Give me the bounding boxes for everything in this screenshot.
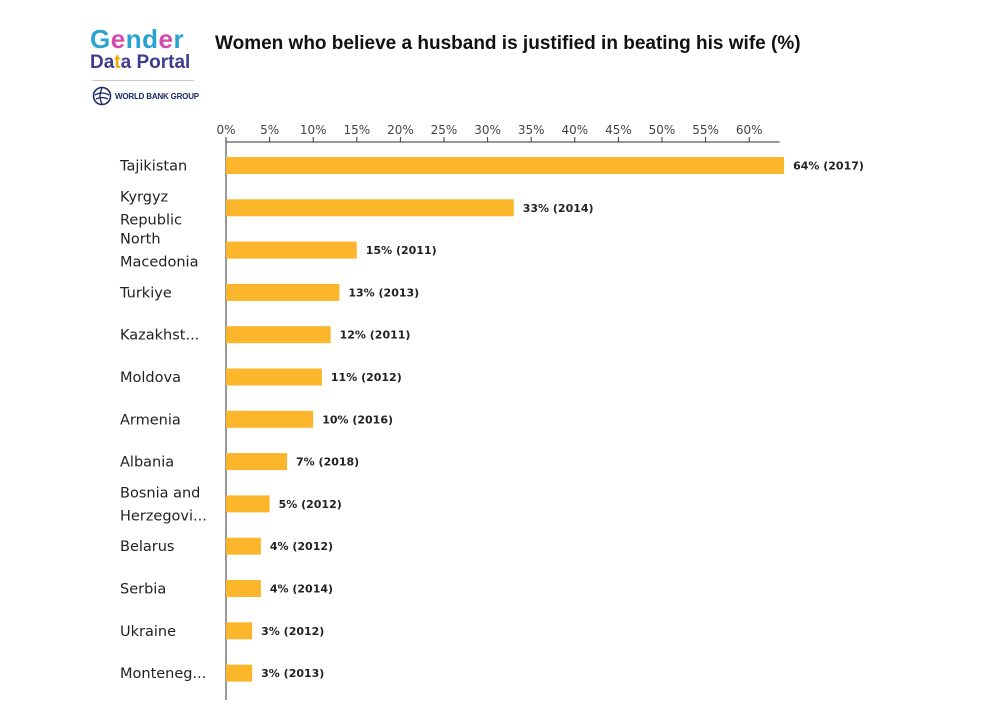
category-label: Monteneg... bbox=[120, 666, 206, 682]
bar bbox=[226, 199, 514, 217]
bar bbox=[226, 410, 314, 428]
data-label: 10% (2016) bbox=[322, 413, 393, 426]
world-bank-group-logo[interactable]: WORLD BANK GROUP bbox=[92, 86, 199, 106]
category-label: Macedonia bbox=[120, 255, 198, 271]
category-label: Serbia bbox=[120, 582, 166, 598]
chart-title: Women who believe a husband is justified… bbox=[215, 33, 801, 54]
data-label: 15% (2011) bbox=[366, 244, 437, 257]
x-tick-label: 0% bbox=[216, 123, 235, 137]
category-label: Tajikistan bbox=[119, 159, 187, 175]
x-tick-label: 10% bbox=[300, 123, 327, 137]
category-label: Turkiye bbox=[119, 285, 172, 301]
bar bbox=[226, 495, 270, 513]
x-tick-label: 25% bbox=[431, 123, 458, 137]
x-tick-label: 15% bbox=[343, 123, 370, 137]
bar bbox=[226, 283, 340, 301]
globe-icon bbox=[92, 86, 112, 106]
category-label: Albania bbox=[120, 455, 174, 471]
bar bbox=[226, 580, 261, 597]
data-label: 12% (2011) bbox=[340, 329, 411, 342]
world-bank-group-text: WORLD BANK GROUP bbox=[115, 91, 199, 101]
bar bbox=[226, 453, 288, 471]
x-tick-label: 5% bbox=[260, 123, 279, 137]
x-tick-label: 35% bbox=[518, 123, 545, 137]
x-tick-label: 50% bbox=[649, 123, 676, 137]
bar bbox=[226, 241, 357, 259]
category-label: Moldova bbox=[120, 370, 181, 386]
data-label: 3% (2012) bbox=[261, 625, 324, 638]
x-tick-label: 55% bbox=[692, 123, 719, 137]
bar bbox=[226, 368, 322, 386]
data-label: 33% (2014) bbox=[523, 202, 594, 215]
logo-divider bbox=[92, 80, 194, 81]
data-label: 4% (2012) bbox=[270, 540, 333, 553]
category-label: Armenia bbox=[120, 412, 181, 428]
bar bbox=[226, 157, 785, 174]
data-label: 3% (2013) bbox=[261, 667, 324, 680]
category-label: Belarus bbox=[120, 539, 175, 555]
category-label: North bbox=[120, 232, 161, 248]
logo-wordmark-line2: Data Portal bbox=[90, 52, 191, 73]
bar bbox=[226, 664, 253, 682]
category-label: Herzegovi... bbox=[120, 508, 207, 524]
category-label: Republic bbox=[120, 212, 182, 228]
category-label: Kazakhst... bbox=[120, 328, 199, 344]
bar bbox=[226, 622, 253, 640]
data-label: 13% (2013) bbox=[348, 286, 419, 299]
logo-wordmark-line1: Gender bbox=[90, 24, 185, 54]
data-label: 4% (2014) bbox=[270, 583, 333, 596]
category-label: Ukraine bbox=[120, 624, 176, 640]
data-label: 7% (2018) bbox=[296, 456, 359, 469]
x-tick-label: 20% bbox=[387, 123, 414, 137]
x-tick-label: 45% bbox=[605, 123, 632, 137]
bar bbox=[226, 326, 331, 344]
data-label: 11% (2012) bbox=[331, 371, 402, 384]
x-tick-label: 40% bbox=[561, 123, 588, 137]
x-tick-label: 30% bbox=[474, 123, 501, 137]
gender-data-portal-logo[interactable]: Gender Data Portal bbox=[90, 26, 200, 72]
data-label: 5% (2012) bbox=[279, 498, 342, 511]
category-label: Kyrgyz bbox=[120, 189, 168, 205]
bar bbox=[226, 537, 261, 555]
x-tick-label: 60% bbox=[736, 123, 763, 137]
category-label: Bosnia and bbox=[120, 485, 200, 501]
data-label: 64% (2017) bbox=[793, 160, 864, 173]
